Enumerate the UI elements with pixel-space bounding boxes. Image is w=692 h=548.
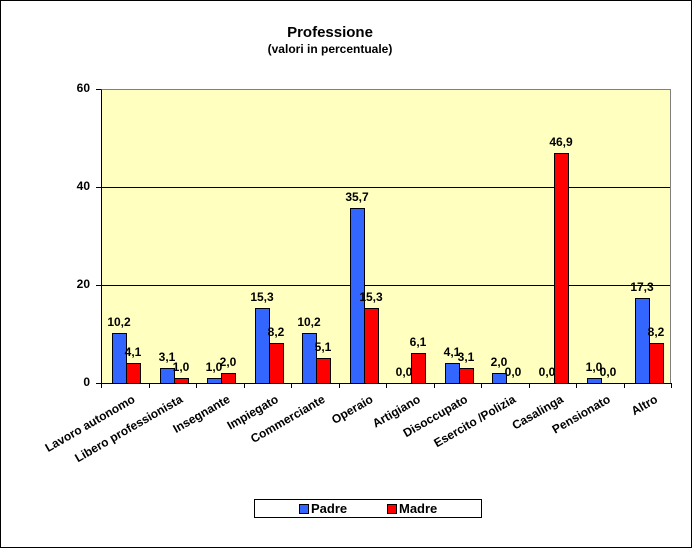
madre-bar [126, 363, 141, 384]
madre-bar [221, 373, 236, 384]
padre-bar [160, 368, 175, 384]
x-tick [244, 383, 245, 388]
madre-bar [649, 343, 664, 384]
data-label: 3,1 [158, 350, 176, 364]
x-tick [434, 383, 435, 388]
x-tick [576, 383, 577, 388]
legend-label-madre: Madre [399, 501, 438, 516]
padre-bar [207, 378, 222, 384]
legend: Padre Madre [254, 499, 482, 518]
x-tick [196, 383, 197, 388]
data-label: 4,1 [443, 345, 461, 359]
padre-bar [350, 208, 365, 384]
madre-bar [269, 343, 284, 384]
data-label: 15,3 [250, 290, 274, 304]
padre-bar [492, 373, 507, 384]
madre-bar [316, 358, 331, 384]
data-label: 0,0 [395, 365, 413, 379]
padre-bar [587, 378, 602, 384]
data-label: 6,1 [409, 335, 427, 349]
data-label: 46,9 [549, 135, 573, 149]
padre-bar [445, 363, 460, 384]
x-tick [339, 383, 340, 388]
x-tick [291, 383, 292, 388]
x-tick [386, 383, 387, 388]
y-tick-label: 60 [76, 81, 90, 95]
chart-subtitle: (valori in percentuale) [267, 42, 393, 56]
data-label: 35,7 [345, 190, 369, 204]
y-tick [96, 383, 101, 384]
x-tick [624, 383, 625, 388]
x-tick [481, 383, 482, 388]
data-label: 0,0 [538, 365, 556, 379]
x-tick [149, 383, 150, 388]
padre-bar [255, 308, 270, 384]
y-tick [96, 89, 101, 90]
padre-bar [112, 333, 127, 384]
madre-bar [364, 308, 379, 384]
x-tick [671, 383, 672, 388]
madre-bar [554, 153, 569, 384]
data-label: 4,1 [124, 345, 142, 359]
y-tick-label: 0 [83, 375, 90, 389]
gridline [102, 187, 670, 188]
data-label: 2,0 [219, 355, 237, 369]
data-label: 5,1 [314, 340, 332, 354]
y-tick [96, 187, 101, 188]
x-tick [529, 383, 530, 388]
data-label: 8,2 [267, 325, 285, 339]
plot-area [101, 89, 671, 383]
data-label: 8,2 [647, 325, 665, 339]
chart-title: Professione [287, 24, 373, 41]
gridline [102, 285, 670, 286]
y-tick-label: 40 [76, 179, 90, 193]
data-label: 0,0 [599, 365, 617, 379]
legend-item-padre: Padre [299, 501, 347, 516]
madre-bar [411, 353, 426, 384]
data-label: 10,2 [107, 315, 131, 329]
data-label: 15,3 [359, 290, 383, 304]
data-label: 1,0 [205, 360, 223, 374]
madre-bar [174, 378, 189, 384]
data-label: 17,3 [630, 280, 654, 294]
y-tick [96, 285, 101, 286]
data-label: 0,0 [504, 365, 522, 379]
madre-bar [459, 368, 474, 384]
data-label: 10,2 [297, 315, 321, 329]
legend-label-padre: Padre [311, 501, 348, 516]
madre-swatch-icon [387, 503, 397, 514]
y-tick-label: 20 [76, 277, 90, 291]
legend-item-madre: Madre [387, 501, 437, 516]
data-label: 1,0 [585, 360, 603, 374]
x-tick [101, 383, 102, 388]
data-label: 2,0 [490, 355, 508, 369]
data-label: 1,0 [172, 360, 190, 374]
data-label: 3,1 [457, 350, 475, 364]
padre-bar [635, 298, 650, 384]
padre-swatch-icon [299, 503, 309, 514]
